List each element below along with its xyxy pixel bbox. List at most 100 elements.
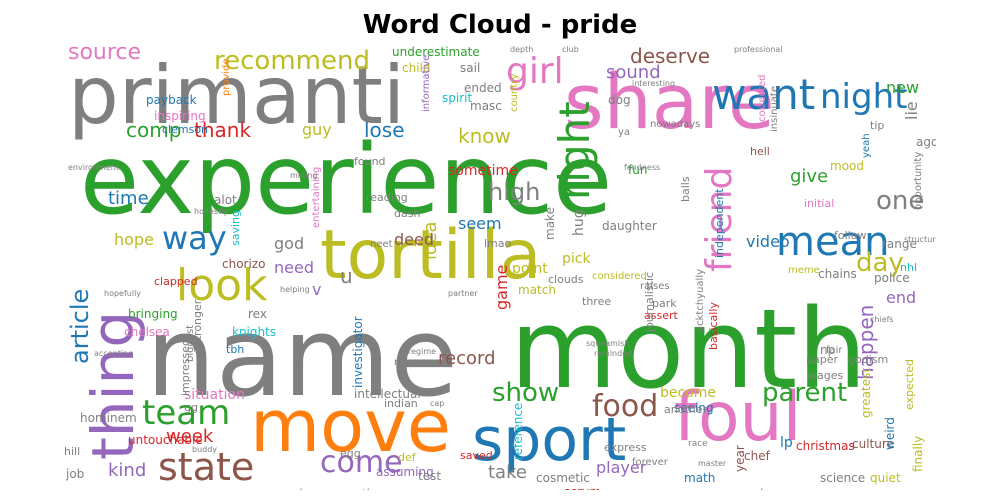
cloud-word: player bbox=[596, 458, 647, 477]
cloud-word: helping bbox=[280, 285, 310, 294]
cloud-word: dash bbox=[394, 207, 421, 220]
cloud-word: chorizo bbox=[222, 257, 266, 271]
cloud-word: ago bbox=[916, 135, 936, 149]
cloud-word: np bbox=[820, 343, 836, 357]
cloud-word: lose bbox=[364, 118, 405, 142]
cloud-word: situation bbox=[184, 387, 245, 403]
cloud-word: mining bbox=[290, 171, 318, 180]
cloud-word: culture bbox=[852, 437, 894, 451]
cloud-word: interesting bbox=[632, 79, 676, 88]
cloud-word: corrected bbox=[757, 74, 768, 122]
cloud-word: assuming bbox=[376, 465, 434, 479]
figure-title: Word Cloud - pride bbox=[362, 10, 638, 40]
cloud-word: underestimate bbox=[392, 45, 480, 59]
cloud-word: month bbox=[510, 285, 868, 413]
cloud-word: wages bbox=[808, 369, 844, 382]
cloud-word: raises bbox=[640, 281, 670, 292]
cloud-word: end bbox=[886, 288, 917, 307]
cloud-word: knights bbox=[232, 325, 277, 339]
cloud-word: take bbox=[488, 462, 527, 483]
cloud-word: ended bbox=[464, 81, 502, 95]
cloud-word: article bbox=[66, 288, 94, 364]
cloud-word: actions bbox=[348, 488, 391, 490]
cloud-word: follow bbox=[834, 229, 867, 242]
cloud-word: right bbox=[550, 101, 599, 200]
cloud-word: range bbox=[882, 237, 917, 251]
cloud-word: hell bbox=[750, 145, 770, 158]
cloud-word: daughter bbox=[602, 219, 657, 233]
cloud-word: one bbox=[876, 186, 925, 216]
cloud-word: new bbox=[886, 78, 920, 97]
cloud-word: buddy bbox=[192, 445, 218, 454]
cloud-word: team bbox=[142, 393, 231, 433]
cloud-word: source bbox=[68, 40, 142, 65]
cloud-word: club bbox=[562, 45, 579, 54]
cloud-word: cosmetic bbox=[536, 471, 590, 485]
cloud-word: video bbox=[746, 232, 790, 251]
cloud-word: u bbox=[340, 264, 353, 288]
cloud-word: professional bbox=[734, 45, 783, 54]
cloud-word: sail bbox=[460, 61, 481, 75]
cloud-word: reading bbox=[366, 191, 408, 204]
cloud-word: expected bbox=[903, 359, 916, 410]
cloud-word: rex bbox=[248, 307, 267, 321]
cloud-word: race bbox=[688, 439, 708, 449]
cloud-word: clapped bbox=[154, 275, 198, 288]
cloud-word: structured bbox=[904, 235, 936, 244]
cloud-word: mom bbox=[394, 357, 420, 368]
cloud-word: chains bbox=[818, 267, 857, 281]
cloud-word: intellectual bbox=[354, 387, 421, 401]
cloud-word: girl bbox=[506, 51, 564, 92]
cloud-word: lp bbox=[780, 435, 793, 451]
cloud-word: provide bbox=[221, 58, 232, 96]
cloud-word: master bbox=[698, 459, 727, 468]
cloud-word: lmao bbox=[484, 237, 512, 250]
cloud-word: godism bbox=[848, 353, 889, 366]
cloud-word: year bbox=[733, 445, 747, 472]
cloud-word: week bbox=[166, 426, 214, 447]
cloud-word: come bbox=[320, 445, 403, 480]
cloud-word: hopefully bbox=[104, 289, 142, 298]
cloud-word: hope bbox=[114, 230, 154, 249]
cloud-word: environment bbox=[68, 163, 119, 172]
cloud-word: considered bbox=[592, 271, 647, 282]
cloud-word: cap bbox=[430, 399, 445, 408]
cloud-word: clemson bbox=[162, 123, 209, 136]
cloud-word: state bbox=[158, 445, 255, 489]
cloud-word: night bbox=[820, 77, 908, 117]
cloud-word: nowadays bbox=[650, 119, 701, 130]
cloud-word: hill bbox=[64, 445, 81, 458]
cloud-word: balls bbox=[679, 176, 692, 202]
cloud-word: regime bbox=[408, 347, 437, 356]
cloud-word: tip bbox=[870, 119, 885, 132]
cloud-word: express bbox=[604, 441, 647, 454]
cloud-word: scrum bbox=[564, 486, 601, 490]
cloud-word: math bbox=[684, 471, 716, 485]
cloud-word: lie bbox=[902, 101, 921, 120]
cloud-word: clouds bbox=[548, 273, 584, 286]
cloud-word: forever bbox=[632, 457, 668, 468]
cloud-word: insinuate bbox=[769, 86, 780, 132]
cloud-word: accepting bbox=[94, 349, 134, 358]
cloud-word: fun bbox=[628, 163, 648, 177]
cloud-word: payback bbox=[146, 93, 197, 107]
cloud-word: journalistic bbox=[643, 271, 656, 332]
cloud-word: initial bbox=[804, 197, 835, 210]
cloud-word: game bbox=[492, 264, 511, 310]
cloud-word: food bbox=[592, 389, 659, 424]
cloud-word: share bbox=[564, 57, 775, 146]
cloud-word: masc bbox=[470, 99, 502, 113]
cloud-word: squeamish bbox=[586, 339, 630, 348]
cloud-word: three bbox=[582, 295, 612, 308]
cloud-word: fondness bbox=[624, 163, 661, 172]
cloud-word: know bbox=[458, 124, 511, 148]
cloud-word: untouchable bbox=[128, 433, 203, 447]
cloud-word: tortilla bbox=[320, 216, 542, 295]
cloud-word: another bbox=[664, 403, 708, 416]
cloud-word: spirit bbox=[442, 91, 473, 105]
cloud-word: def bbox=[398, 451, 416, 464]
cloud-word: hominem bbox=[80, 411, 137, 425]
cloud-word: indian bbox=[384, 397, 418, 410]
cloud-word: day bbox=[856, 248, 904, 278]
cloud-word: nhl bbox=[900, 261, 917, 274]
